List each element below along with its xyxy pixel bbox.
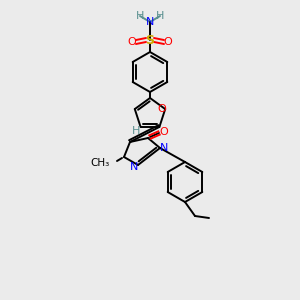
Text: N: N	[160, 143, 168, 153]
Text: S: S	[146, 34, 154, 46]
Text: H: H	[156, 11, 164, 21]
Text: O: O	[164, 37, 172, 47]
Text: O: O	[158, 104, 167, 114]
Text: N: N	[146, 17, 154, 27]
Text: O: O	[160, 127, 168, 137]
Text: H: H	[131, 127, 140, 136]
Text: CH₃: CH₃	[91, 158, 110, 168]
Text: O: O	[128, 37, 136, 47]
Text: N: N	[130, 162, 138, 172]
Text: H: H	[136, 11, 144, 21]
